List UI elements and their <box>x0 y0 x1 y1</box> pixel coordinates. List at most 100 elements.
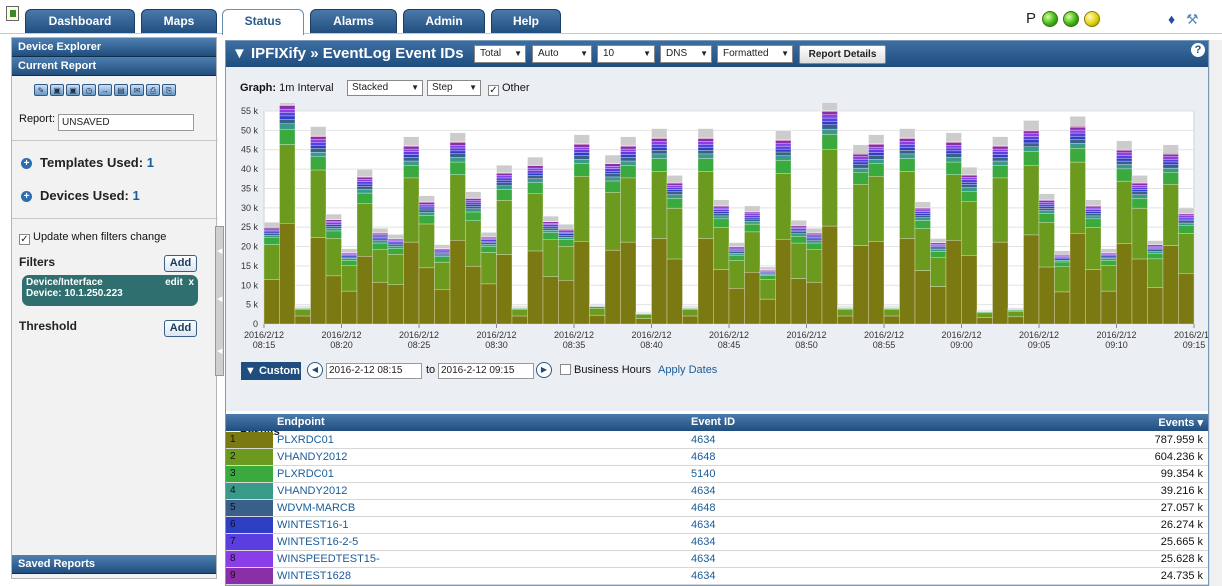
report-title[interactable]: ▼ IPFIXify » EventLog Event IDs <box>232 45 464 62</box>
devices-used[interactable]: + Devices Used: 1 <box>21 188 140 203</box>
filter-chip[interactable]: Device/Interface edit x Device: 10.1.250… <box>22 275 198 306</box>
save-icon[interactable]: ▣ <box>50 84 64 96</box>
expand-icon[interactable]: + <box>21 158 32 169</box>
endpoint-cell[interactable]: PLXRDC01 <box>277 468 334 480</box>
endpoint-cell[interactable]: WINTEST1628 <box>277 570 351 582</box>
chart-bar-segment <box>404 178 420 242</box>
collapse-arrow-icon[interactable]: ◀ <box>217 247 222 255</box>
collapse-arrow-icon[interactable]: ◀ <box>217 347 222 355</box>
custom-date-button[interactable]: ▼ Custom <box>241 362 301 380</box>
table-row[interactable]: 7 WINTEST16-2-5 4634 25.665 k <box>226 534 1208 551</box>
aggregation-select[interactable]: Total <box>474 45 526 63</box>
print-icon[interactable]: ⎙ <box>146 84 160 96</box>
pencil-icon[interactable]: ✎ <box>34 84 48 96</box>
endpoint-cell[interactable]: WINTEST16-2-5 <box>277 536 358 548</box>
stacked-select[interactable]: Stacked <box>347 80 423 96</box>
page-scrollbar[interactable] <box>1209 40 1222 586</box>
chart-bar-segment <box>931 287 947 324</box>
date-from-input[interactable]: 2016-2-12 08:15 <box>326 363 422 379</box>
format-select[interactable]: Formatted <box>717 45 793 63</box>
tab-alarms[interactable]: Alarms <box>310 9 397 33</box>
endpoint-cell[interactable]: WDVM-MARCB <box>277 502 355 514</box>
tab-admin[interactable]: Admin <box>403 9 485 33</box>
tab-maps[interactable]: Maps <box>141 9 217 33</box>
collapse-arrow-icon[interactable]: ◀ <box>217 295 222 303</box>
event-id-cell[interactable]: 4648 <box>691 451 715 463</box>
status-light-green-icon[interactable] <box>1042 11 1058 27</box>
chart-bar-segment <box>404 137 420 146</box>
other-checkbox[interactable]: ✓ <box>488 85 499 96</box>
event-id-cell[interactable]: 4634 <box>691 519 715 531</box>
help-icon[interactable]: ? <box>1191 43 1205 57</box>
event-id-column-header[interactable]: Event ID <box>691 416 735 428</box>
table-row[interactable]: 5 WDVM-MARCB 4648 27.057 k <box>226 500 1208 517</box>
table-row[interactable]: 8 WINSPEEDTEST15- 4634 25.628 k <box>226 551 1208 568</box>
update-filters-checkbox[interactable]: ✓ <box>19 234 30 245</box>
save-as-icon[interactable]: ▣ <box>66 84 80 96</box>
table-row[interactable]: 1 PLXRDC01 4634 787.959 k <box>226 432 1208 449</box>
dns-select[interactable]: DNS <box>660 45 712 63</box>
stacked-event-chart[interactable]: 0 5 k 10 k 15 k 20 k 25 k 30 k 35 k 40 k 45 k 50 k… <box>226 103 1208 353</box>
next-date-icon[interactable]: ▶ <box>536 362 552 378</box>
add-threshold-button[interactable]: Add <box>164 320 197 337</box>
status-light-green-icon[interactable] <box>1063 11 1079 27</box>
events-column-header[interactable]: Events ▾ <box>1158 416 1203 429</box>
event-id-cell[interactable]: 4634 <box>691 536 715 548</box>
endpoint-cell[interactable]: PLXRDC01 <box>277 434 334 446</box>
report-details-button[interactable]: Report Details <box>799 45 886 64</box>
saved-reports-header[interactable]: Saved Reports <box>12 555 216 574</box>
count-select[interactable]: 10 <box>597 45 655 63</box>
tab-dashboard[interactable]: Dashboard <box>25 9 135 33</box>
current-report-header[interactable]: Current Report <box>12 57 216 76</box>
chart-bar-segment <box>1163 157 1179 160</box>
endpoint-cell[interactable]: VHANDY2012 <box>277 451 347 463</box>
expand-icon[interactable]: + <box>21 191 32 202</box>
tab-status[interactable]: Status <box>222 9 304 35</box>
schedule-icon[interactable]: ▤ <box>114 84 128 96</box>
add-filter-button[interactable]: Add <box>164 255 197 272</box>
event-id-cell[interactable]: 4634 <box>691 553 715 565</box>
event-id-cell[interactable]: 4634 <box>691 485 715 497</box>
apply-dates-link[interactable]: Apply Dates <box>658 364 717 376</box>
table-row[interactable]: 3 PLXRDC01 5140 99.354 k <box>226 466 1208 483</box>
chart-bar-segment <box>869 144 885 147</box>
event-id-cell[interactable]: 5140 <box>691 468 715 480</box>
chart-bar-segment <box>853 154 869 157</box>
device-explorer-header[interactable]: Device Explorer <box>12 38 216 57</box>
info-icon[interactable]: ♦ <box>1168 11 1175 27</box>
status-light-yellow-icon[interactable] <box>1084 11 1100 27</box>
date-to-input[interactable]: 2016-2-12 09:15 <box>438 363 534 379</box>
endpoint-column-header[interactable]: Endpoint <box>277 416 325 428</box>
tab-help[interactable]: Help <box>491 9 561 33</box>
link-icon[interactable]: → <box>98 84 112 96</box>
tools-icon[interactable]: ⚒ <box>1186 11 1199 28</box>
endpoint-cell[interactable]: WINTEST16-1 <box>277 519 349 531</box>
step-select[interactable]: Step <box>427 80 481 96</box>
filter-remove-link[interactable]: x <box>188 277 194 288</box>
sidebar-splitter[interactable]: ◀ ◀ ◀ <box>215 226 224 376</box>
table-row[interactable]: 6 WINTEST16-1 4634 26.274 k <box>226 517 1208 534</box>
app-logo-icon[interactable] <box>6 6 19 21</box>
table-row[interactable]: 4 VHANDY2012 4634 39.216 k <box>226 483 1208 500</box>
clock-icon[interactable]: ◷ <box>82 84 96 96</box>
interval-select[interactable]: Auto <box>532 45 592 63</box>
report-name-input[interactable] <box>58 114 194 131</box>
business-hours-checkbox[interactable] <box>560 364 571 375</box>
update-filters-option[interactable]: ✓ Update when filters change <box>19 231 166 245</box>
chart-bar-segment <box>791 234 807 236</box>
endpoint-cell[interactable]: WINSPEEDTEST15- <box>277 553 380 565</box>
templates-used[interactable]: + Templates Used: 1 <box>21 155 154 170</box>
business-hours-option[interactable]: Business Hours <box>560 364 651 376</box>
prev-date-icon[interactable]: ◀ <box>307 362 323 378</box>
email-icon[interactable]: ✉ <box>130 84 144 96</box>
event-id-cell[interactable]: 4648 <box>691 502 715 514</box>
chart-bar-segment <box>1163 145 1179 154</box>
export-icon[interactable]: ⎘ <box>162 84 176 96</box>
filter-edit-link[interactable]: edit <box>165 277 183 288</box>
table-row[interactable]: 9 WINTEST1628 4634 24.735 k <box>226 568 1208 585</box>
other-option[interactable]: ✓ Other <box>488 82 530 96</box>
event-id-cell[interactable]: 4634 <box>691 570 715 582</box>
endpoint-cell[interactable]: VHANDY2012 <box>277 485 347 497</box>
event-id-cell[interactable]: 4634 <box>691 434 715 446</box>
table-row[interactable]: 2 VHANDY2012 4648 604.236 k <box>226 449 1208 466</box>
